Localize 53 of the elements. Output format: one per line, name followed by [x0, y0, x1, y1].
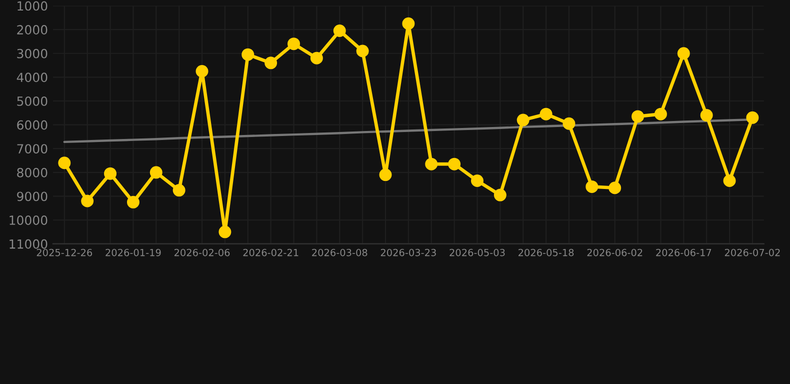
point [494, 188, 506, 202]
point [677, 47, 690, 60]
x-tick-label: 2026-05-18 [518, 248, 574, 256]
point [81, 194, 94, 208]
point [333, 24, 346, 38]
point [402, 17, 415, 30]
y-tick-label: 2000 [17, 25, 48, 34]
y-tick-label: 4000 [16, 72, 48, 82]
x-tick-label: 2026-05-03 [450, 248, 505, 256]
point [425, 158, 438, 170]
x-tick-label: 2026-02-21 [243, 248, 298, 256]
point [242, 48, 254, 61]
point [586, 180, 598, 193]
x-tick-label: 2026-06-02 [587, 248, 642, 256]
point [310, 52, 323, 64]
point [470, 174, 484, 187]
point [196, 64, 208, 78]
y-tick-label: 10000 [10, 216, 48, 225]
point [218, 226, 232, 238]
point [264, 56, 278, 70]
point [356, 44, 369, 58]
x-tick-label: 2026-03-23 [380, 248, 436, 256]
y-tick-label: 1000 [18, 1, 48, 11]
y-tick-label: 5000 [17, 96, 48, 106]
y-tick-label: 3000 [17, 48, 48, 58]
point [126, 196, 140, 208]
point [104, 167, 117, 180]
x-tick-label: 2026-01-19 [106, 248, 161, 256]
point [448, 158, 461, 170]
point [540, 108, 552, 120]
x-tick-label: 2026-03-08 [312, 248, 368, 256]
x-tick-label: 2026-07-02 [724, 248, 780, 256]
y-tick-label: 6000 [17, 120, 48, 130]
y-tick-label: 9000 [17, 192, 48, 202]
y-tick-label: 11000 [10, 239, 48, 249]
point [562, 117, 576, 130]
point [632, 110, 644, 123]
point [654, 108, 667, 120]
point [288, 38, 300, 50]
x-tick-label: 2025-12-26 [36, 248, 92, 256]
y-tick-label: 7000 [17, 144, 48, 154]
y-tick-label: 8000 [17, 168, 48, 178]
point [172, 184, 186, 197]
point [746, 111, 759, 124]
point [700, 109, 713, 122]
x-tick-label: 2026-02-06 [174, 248, 230, 256]
point [723, 174, 736, 187]
point [58, 156, 71, 170]
point [516, 114, 530, 126]
x-tick-label: 2026-06-17 [656, 248, 712, 256]
point [150, 166, 162, 179]
point [379, 168, 392, 182]
point [608, 182, 622, 194]
